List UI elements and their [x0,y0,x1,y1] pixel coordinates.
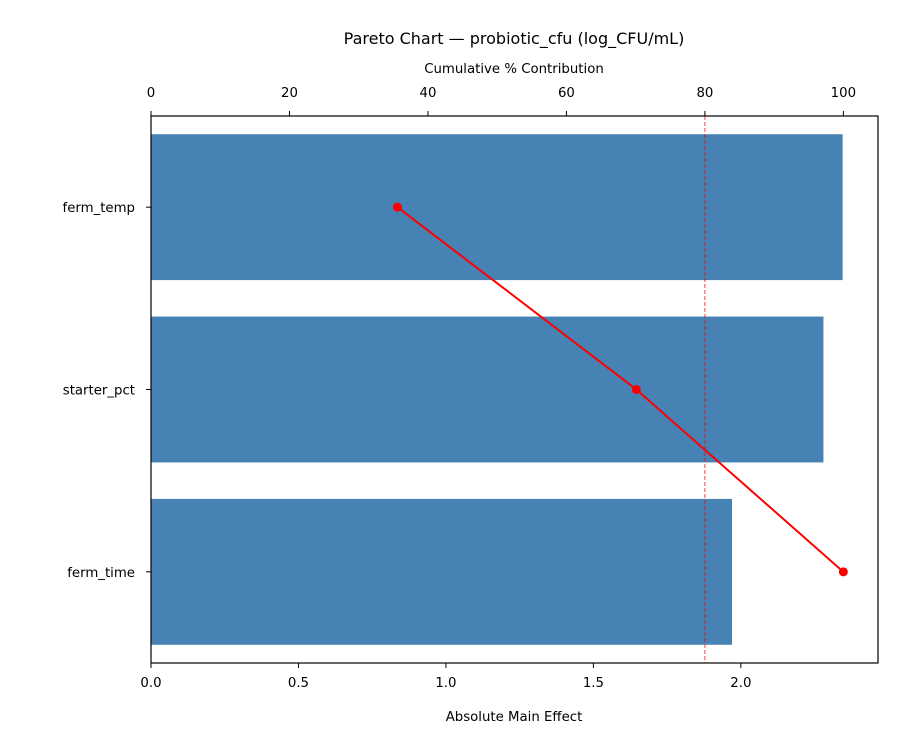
secondary-tick-label: 100 [831,86,856,101]
x-tick-label: 1.5 [583,676,604,691]
bars-group [151,134,843,645]
secondary-axis-label: Cumulative % Contribution [424,62,604,77]
bar-ferm_time [151,498,733,645]
x-tick-label: 1.0 [435,676,456,691]
secondary-tick-label: 80 [696,86,713,101]
cumulative-point-ferm_time [838,567,848,577]
y-tick-label-starter_pct: starter_pct [63,384,135,399]
secondary-tick-label: 60 [558,86,575,101]
secondary-tick-label: 40 [419,86,436,101]
x-tick-label: 0.0 [140,676,161,691]
bar-ferm_temp [151,134,843,281]
x-tick-label: 2.0 [730,676,751,691]
axes-group: 0.0 0.5 1.0 1.5 2.0 0 20 40 60 80 100 ferm_tempstar… [63,86,879,691]
y-tick-label-ferm_temp: ferm_temp [63,201,135,216]
cumulative-point-starter_pct [631,385,641,394]
cumulative-point-ferm_temp [392,202,402,212]
secondary-tick-label: 20 [281,86,298,101]
chart-title: Pareto Chart — probiotic_cfu (log_CFU/mL… [344,29,685,49]
bar-starter_pct [151,316,824,463]
x-axis-label: Absolute Main Effect [446,710,583,725]
cumulative-line-group [392,202,848,577]
y-tick-label-ferm_time: ferm_time [67,566,135,581]
x-tick-label: 0.5 [288,676,309,691]
secondary-tick-label: 0 [147,86,155,101]
